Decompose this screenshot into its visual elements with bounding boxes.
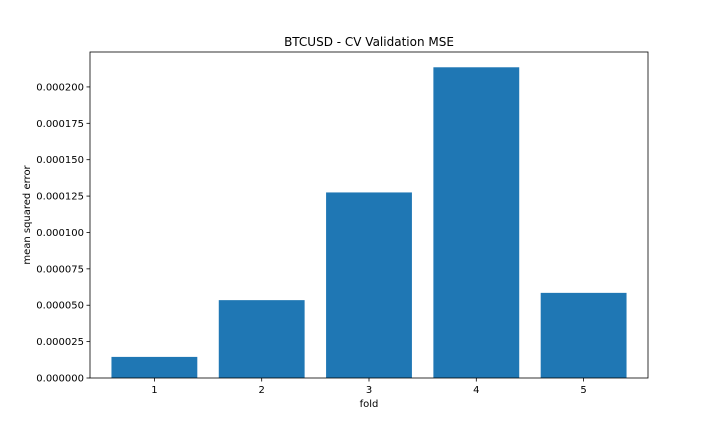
y-tick-label: 0.000150 xyxy=(36,155,84,166)
x-axis-label: fold xyxy=(360,399,379,410)
x-tick-label: 4 xyxy=(473,385,479,396)
bar-fold-4 xyxy=(433,67,520,378)
x-tick-label: 3 xyxy=(366,385,372,396)
y-tick-label: 0.000175 xyxy=(36,119,84,130)
y-axis: 0.000000 0.000025 0.000050 0.000075 0.000100… xyxy=(36,82,90,385)
y-tick-label: 0.000200 xyxy=(36,82,84,93)
plot-frame xyxy=(89,51,649,379)
y-axis-label: mean squared error xyxy=(22,164,33,264)
y-tick-label: 0.000050 xyxy=(36,301,84,312)
x-tick-label: 2 xyxy=(259,385,265,396)
bar-fold-1 xyxy=(111,356,198,378)
x-tick-label: 1 xyxy=(151,385,157,396)
bar-fold-3 xyxy=(326,192,412,378)
bar-fold-5 xyxy=(540,292,627,378)
bar-fold-2 xyxy=(218,300,305,378)
bars-group xyxy=(111,67,627,378)
y-tick-label: 0.000100 xyxy=(36,228,84,239)
x-axis: 1 2 3 4 5 xyxy=(151,378,587,396)
y-tick-label: 0.000000 xyxy=(36,374,84,385)
y-tick-label: 0.000075 xyxy=(36,264,84,275)
x-tick-label: 5 xyxy=(580,385,586,396)
y-tick-label: 0.000125 xyxy=(36,192,84,203)
chart-title: BTCUSD - CV Validation MSE xyxy=(284,35,454,49)
y-tick-label: 0.000025 xyxy=(36,337,84,348)
